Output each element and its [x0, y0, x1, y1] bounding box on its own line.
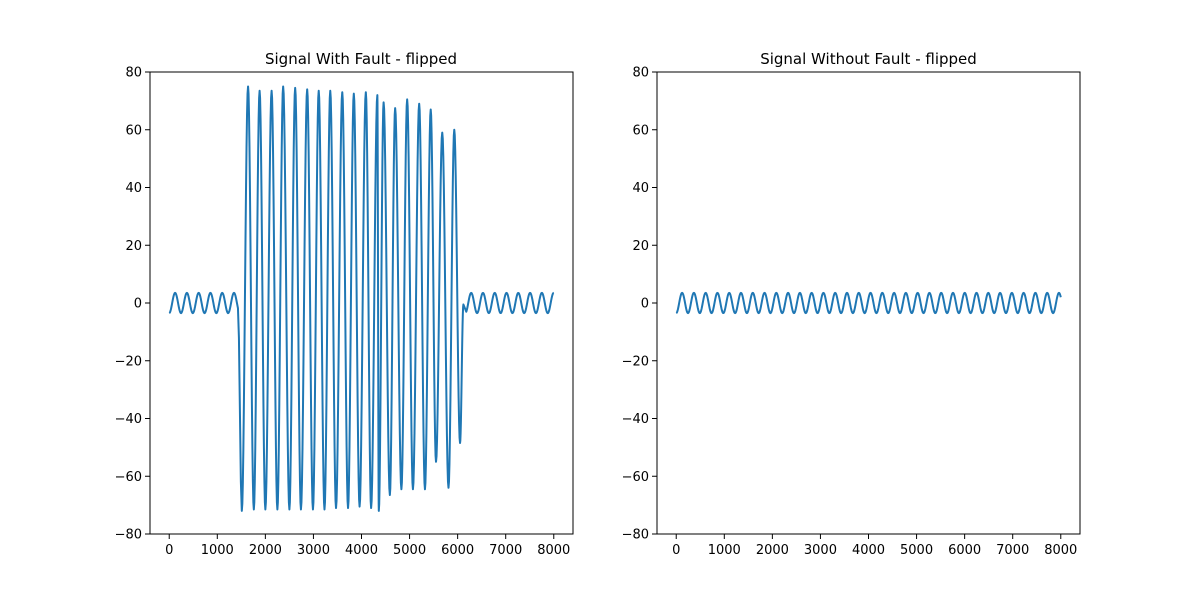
chart-panel-with-fault: Signal With Fault - flipped 0 1000 2000 300…	[115, 50, 574, 559]
series-line	[168, 85, 555, 512]
x-tick-label: 0	[672, 543, 680, 558]
chart-panel-without-fault: Signal Without Fault - flipped 0 1000 2000…	[622, 50, 1081, 559]
x-tick-label: 8000	[537, 543, 570, 558]
plot-frame	[149, 71, 574, 535]
chart-title: Signal With Fault - flipped	[265, 50, 457, 68]
axis-ticks: 0 1000 2000 3000 4000 5000 6000 7000 8000 −80 −60 −…	[622, 66, 1078, 559]
y-tick-label: 80	[125, 66, 142, 81]
x-tick-label: 7000	[489, 543, 522, 558]
x-tick-label: 1000	[708, 543, 741, 558]
x-tick-label: 8000	[1044, 543, 1077, 558]
x-tick-label: 0	[165, 543, 173, 558]
x-tick-label: 2000	[756, 543, 789, 558]
y-tick-label: −20	[115, 354, 142, 369]
x-tick-label: 1000	[201, 543, 234, 558]
y-tick-label: 60	[125, 123, 142, 138]
x-tick-label: 4000	[345, 543, 378, 558]
y-tick-label: 20	[125, 239, 142, 254]
chart-title: Signal Without Fault - flipped	[760, 50, 977, 68]
x-tick-label: 4000	[852, 543, 885, 558]
y-tick-label: 0	[641, 297, 649, 312]
y-tick-label: 0	[134, 297, 142, 312]
y-tick-label: −60	[115, 470, 142, 485]
y-tick-label: −60	[622, 470, 649, 485]
y-tick-label: −80	[115, 528, 142, 543]
plot-frame	[656, 71, 1081, 535]
x-tick-label: 2000	[249, 543, 282, 558]
y-tick-label: −40	[115, 412, 142, 427]
y-tick-label: 60	[632, 123, 649, 138]
x-tick-label: 3000	[804, 543, 837, 558]
x-tick-label: 5000	[393, 543, 426, 558]
y-tick-label: 40	[125, 181, 142, 196]
y-tick-label: −80	[622, 528, 649, 543]
y-tick-label: 40	[632, 181, 649, 196]
y-tick-label: −40	[622, 412, 649, 427]
x-tick-label: 6000	[441, 543, 474, 558]
x-tick-label: 7000	[996, 543, 1029, 558]
series-line	[675, 291, 1062, 315]
x-tick-label: 3000	[297, 543, 330, 558]
y-tick-label: −20	[622, 354, 649, 369]
y-tick-label: 80	[632, 66, 649, 81]
x-tick-label: 5000	[900, 543, 933, 558]
axis-ticks: 0 1000 2000 3000 4000 5000 6000 7000 8000 −80 −60 −…	[115, 66, 571, 559]
y-tick-label: 20	[632, 239, 649, 254]
x-tick-label: 6000	[948, 543, 981, 558]
